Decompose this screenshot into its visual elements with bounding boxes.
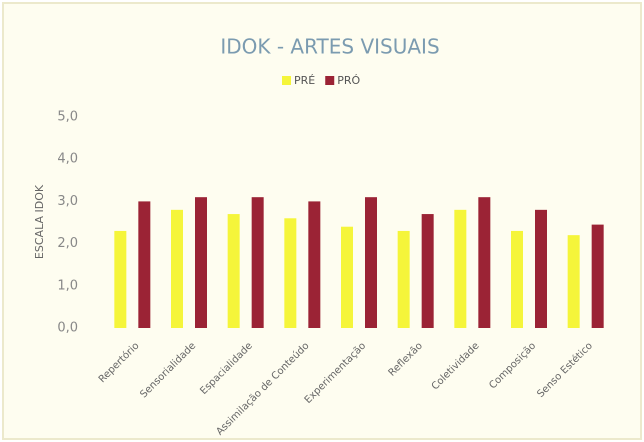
bar bbox=[227, 214, 240, 328]
bar bbox=[195, 197, 207, 328]
bar bbox=[308, 201, 321, 328]
bar bbox=[511, 230, 523, 328]
bar bbox=[535, 209, 547, 328]
y-tick-label: 4,0 bbox=[57, 152, 78, 167]
bar bbox=[251, 197, 264, 328]
bar bbox=[454, 209, 467, 328]
chart-title: IDOK - ARTES VISUAIS bbox=[220, 35, 439, 59]
bar bbox=[365, 197, 377, 328]
y-tick-label: 5,0 bbox=[57, 110, 78, 125]
legend-swatch bbox=[282, 76, 291, 85]
y-tick-label: 1,0 bbox=[57, 278, 78, 293]
bar bbox=[114, 230, 127, 328]
bar bbox=[284, 218, 297, 328]
y-tick-label: 3,0 bbox=[57, 194, 78, 209]
bar bbox=[138, 201, 151, 328]
bar bbox=[397, 230, 410, 328]
bar bbox=[171, 209, 183, 328]
legend-label: PRÉ bbox=[294, 74, 315, 87]
bar bbox=[421, 214, 434, 328]
legend-swatch bbox=[325, 76, 335, 85]
bar bbox=[478, 197, 491, 328]
bar bbox=[567, 235, 580, 328]
bar bbox=[341, 226, 353, 328]
bar bbox=[591, 224, 604, 328]
legend-label: PRÓ bbox=[337, 74, 360, 87]
y-tick-label: 0,0 bbox=[57, 321, 78, 336]
y-tick-label: 2,0 bbox=[57, 236, 78, 251]
y-axis-label: ESCALA IDOK bbox=[33, 184, 46, 259]
